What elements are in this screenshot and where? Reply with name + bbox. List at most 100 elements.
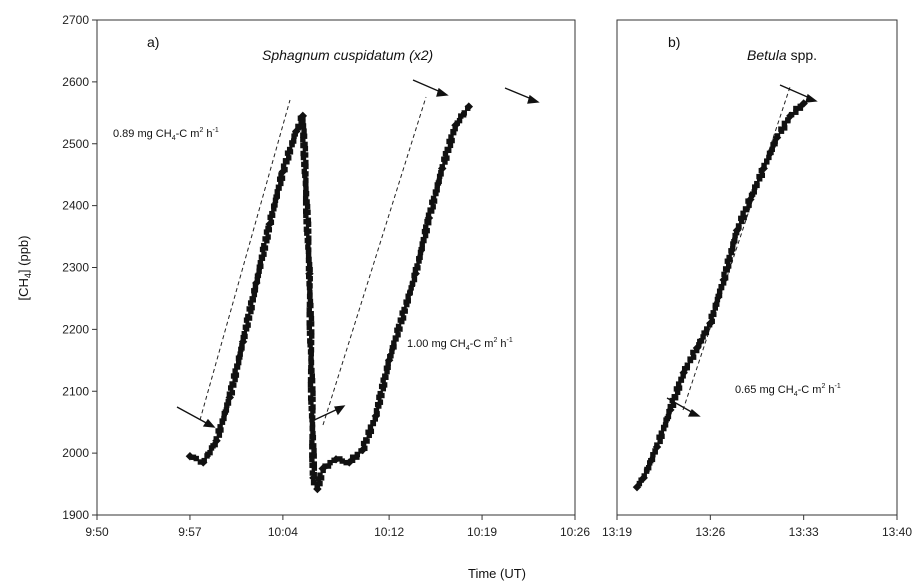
data-point	[280, 163, 287, 169]
y-tick-label: 2600	[62, 75, 89, 89]
data-point	[310, 434, 317, 441]
x-tick-label: 10:26	[560, 525, 590, 539]
x-tick-label: 10:19	[467, 525, 497, 539]
data-point	[722, 275, 729, 281]
data-point	[272, 202, 278, 208]
panel-b-series	[632, 99, 808, 492]
data-point	[241, 331, 247, 337]
panel-a-series	[185, 102, 474, 494]
data-point	[256, 268, 262, 274]
panel-a-title: Sphagnum cuspidatum (x2)	[262, 47, 433, 63]
x-tick-label: 13:40	[882, 525, 912, 539]
data-point	[756, 173, 762, 180]
data-point	[698, 338, 705, 344]
data-point	[721, 271, 727, 278]
data-point	[667, 403, 673, 410]
data-point	[308, 321, 315, 327]
data-point	[793, 105, 799, 112]
data-point	[725, 263, 732, 269]
data-point	[722, 266, 729, 272]
data-point	[275, 184, 282, 190]
series-line	[189, 106, 470, 492]
panel-b-label: b)	[668, 34, 680, 50]
data-point	[261, 251, 267, 257]
data-point	[431, 198, 438, 204]
data-point	[311, 448, 317, 454]
data-point	[766, 154, 772, 161]
data-point	[233, 372, 240, 378]
data-point	[781, 120, 788, 127]
data-point	[306, 311, 312, 318]
data-point	[227, 385, 234, 391]
data-point	[269, 210, 275, 217]
data-point	[636, 480, 643, 487]
data-point	[687, 356, 693, 362]
data-point	[237, 351, 243, 357]
data-point	[662, 422, 669, 428]
data-point	[305, 209, 311, 216]
data-point	[315, 476, 322, 482]
panel-b-rate-annotation: 0.65 mg CH4-C m2 h-1	[735, 383, 841, 398]
panel-a-axes: 1900 2000 2100 2200 2300 2400 2500 2600 2700 9:50…	[62, 13, 590, 539]
data-point	[306, 261, 313, 268]
data-point	[309, 416, 315, 423]
data-point	[239, 342, 245, 349]
data-point	[429, 199, 435, 205]
spacer	[283, 88, 535, 115]
data-point	[407, 289, 413, 295]
data-point	[434, 187, 440, 193]
data-point	[718, 283, 724, 290]
data-point	[684, 362, 691, 368]
data-point	[295, 123, 301, 130]
data-point	[309, 425, 315, 432]
x-axis-label: Time (UT)	[468, 566, 526, 581]
panel-b-plot-area	[616, 19, 898, 516]
data-point	[764, 158, 770, 164]
data-point	[302, 145, 309, 152]
data-point	[255, 272, 262, 278]
data-point	[286, 155, 292, 161]
data-point	[305, 257, 312, 264]
data-point	[354, 451, 361, 458]
data-point	[408, 285, 414, 291]
data-point	[325, 463, 332, 469]
data-point	[456, 117, 463, 124]
data-point	[307, 267, 313, 273]
data-point	[710, 310, 716, 316]
data-point	[258, 263, 264, 269]
data-point	[307, 298, 314, 304]
data-point	[420, 236, 427, 243]
panel-a-slope-line-1	[199, 99, 291, 421]
data-point	[395, 332, 401, 338]
data-point	[272, 197, 279, 203]
data-point	[235, 359, 242, 366]
data-point	[368, 428, 375, 435]
data-point	[391, 340, 397, 346]
data-point	[714, 296, 721, 303]
data-point	[676, 385, 683, 391]
data-point	[290, 138, 297, 144]
data-point	[309, 439, 315, 445]
data-point	[302, 195, 309, 201]
data-point	[314, 484, 320, 490]
data-point	[234, 363, 240, 369]
data-point	[788, 111, 795, 118]
data-point	[300, 124, 306, 130]
data-point	[310, 430, 316, 437]
data-point	[276, 176, 283, 182]
data-point	[436, 178, 442, 184]
data-point	[309, 333, 315, 339]
data-point	[311, 453, 317, 459]
data-point	[657, 438, 663, 445]
data-point	[349, 454, 356, 460]
data-point	[306, 324, 313, 330]
data-point	[303, 190, 310, 197]
data-point	[654, 442, 660, 448]
data-point	[221, 415, 227, 422]
data-point	[724, 258, 731, 264]
data-point	[709, 318, 715, 325]
data-point	[309, 378, 316, 384]
data-point	[427, 207, 433, 213]
data-point	[317, 480, 323, 487]
data-point	[422, 232, 429, 239]
